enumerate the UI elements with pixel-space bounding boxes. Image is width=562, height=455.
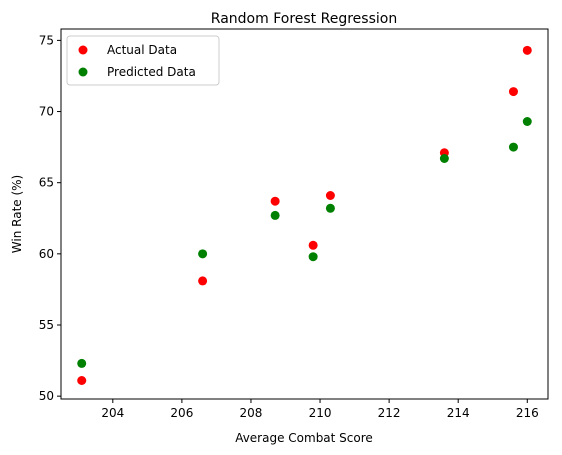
x-tick-label: 212 [378, 406, 401, 420]
x-tick-label: 214 [447, 406, 470, 420]
predicted-data-point [308, 252, 318, 262]
legend-marker [78, 67, 88, 77]
legend-label: Actual Data [107, 43, 177, 57]
y-tick-label: 70 [39, 105, 54, 119]
actual-data-point [508, 87, 518, 97]
y-axis: 50 55 60 65 70 75 [39, 33, 61, 403]
predicted-data-point [508, 142, 518, 152]
y-tick-label: 50 [39, 389, 54, 403]
actual-data-point [325, 191, 335, 200]
y-tick-label: 60 [39, 247, 54, 261]
x-axis-label: Average Combat Score [235, 431, 373, 445]
y-tick-label: 55 [39, 318, 54, 332]
legend: Actual Data Predicted Data [66, 35, 220, 86]
actual-data-point [270, 196, 280, 206]
x-tick-label: 206 [170, 406, 193, 420]
predicted-data-point [325, 203, 335, 213]
plot-area [60, 28, 549, 400]
legend-marker [78, 45, 88, 55]
predicted-data-point [270, 210, 280, 220]
legend-label: Predicted Data [107, 65, 196, 79]
predicted-data-point [522, 117, 532, 126]
x-tick-label: 216 [516, 406, 539, 420]
data-points [77, 45, 532, 385]
actual-data-point [308, 240, 318, 250]
x-axis: 204 206 208 210 212 214 216 [101, 399, 539, 420]
predicted-data-point [439, 154, 449, 163]
y-tick-label: 65 [39, 176, 54, 190]
y-tick-label: 75 [39, 33, 54, 47]
x-tick-label: 204 [101, 406, 124, 420]
actual-data-point [198, 276, 208, 286]
legend-box [66, 35, 220, 86]
y-axis-label: Win Rate (%) [10, 175, 24, 253]
x-tick-label: 208 [240, 406, 263, 420]
actual-data-point [77, 376, 87, 385]
actual-data-point [522, 45, 532, 55]
predicted-data-point [198, 249, 208, 259]
predicted-data-point [77, 358, 87, 368]
x-tick-label: 210 [309, 406, 332, 420]
chart-title: Random Forest Regression [211, 11, 397, 27]
